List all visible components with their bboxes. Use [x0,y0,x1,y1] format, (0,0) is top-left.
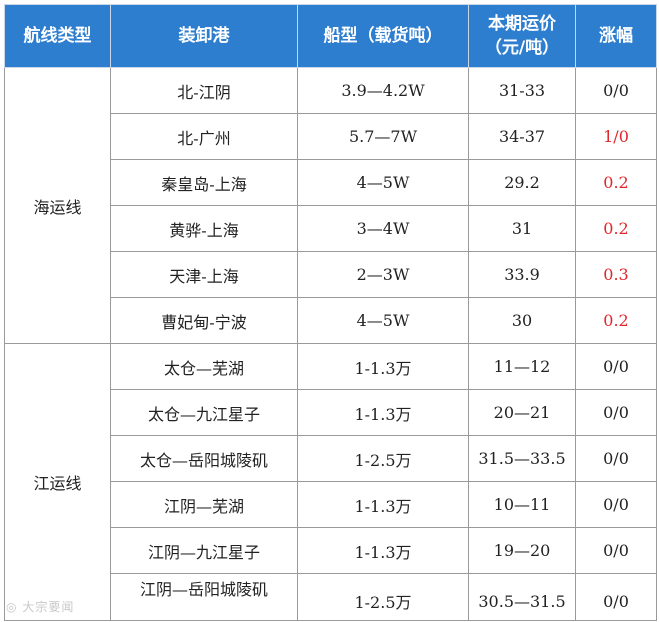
table-row: 太仓—九江星子 1-1.3万 20—21 0/0 [5,389,657,436]
ship-cell: 1-2.5万 [297,435,469,482]
price-cell: 29.2 [468,159,576,206]
table-row: 江阴—岳阳城陵矶 1-2.5万 30.5—31.5 0/0 [5,573,657,621]
table-row: 黄骅-上海 3—4W 31 0.2 [5,205,657,252]
ship-cell: 1-1.3万 [297,389,469,436]
price-cell: 20—21 [468,389,576,436]
route-cell: 江阴—九江星子 [110,527,298,574]
header-route-type: 航线类型 [4,4,111,68]
route-cell: 黄骅-上海 [110,205,298,252]
route-cell: 曹妃甸-宁波 [110,297,298,344]
header-change: 涨幅 [575,4,657,68]
change-cell: 1/0 [575,113,657,160]
change-cell: 0/0 [575,435,657,482]
table-row: 天津-上海 2—3W 33.9 0.3 [5,251,657,298]
header-row: 航线类型 装卸港 船型（载货吨） 本期运价 （元/吨） 涨幅 [4,4,657,68]
group-river-route: 江运线 [4,343,111,621]
ship-cell: 2—3W [297,251,469,298]
change-cell: 0.2 [575,159,657,206]
route-cell: 江阴—芜湖 [110,481,298,528]
route-cell: 太仓—岳阳城陵矶 [110,435,298,482]
watermark: ◎ 大宗要闻 [6,598,74,615]
ship-cell: 3.9—4.2W [297,67,469,114]
change-text: 0/0 [603,591,629,611]
table-row: 江阴—芜湖 1-1.3万 10—11 0/0 [5,481,657,528]
ship-cell: 1-1.3万 [297,343,469,390]
route-cell: 太仓—九江星子 [110,389,298,436]
ship-cell: 1-2.5万 [297,573,469,621]
price-cell: 19—20 [468,527,576,574]
route-cell: 秦皇岛-上海 [110,159,298,206]
route-cell: 北-江阴 [110,67,298,114]
price-cell: 10—11 [468,481,576,528]
group-sea-route: 海运线 [4,67,111,344]
route-cell: 太仓—芜湖 [110,343,298,390]
ship-cell: 5.7—7W [297,113,469,160]
table-row: 曹妃甸-宁波 4—5W 30 0.2 [5,297,657,344]
price-cell: 30.5—31.5 [468,573,576,621]
table-row: 太仓—岳阳城陵矶 1-2.5万 31.5—33.5 0/0 [5,435,657,482]
price-cell: 31-33 [468,67,576,114]
freight-rate-table: 航线类型 装卸港 船型（载货吨） 本期运价 （元/吨） 涨幅 海运线 北-江阴 3… [4,4,657,621]
change-cell: 0.3 [575,251,657,298]
table-row: 江运线 太仓—芜湖 1-1.3万 11—12 0/0 [4,343,657,621]
route-cell: 江阴—岳阳城陵矶 [110,573,298,621]
ship-cell: 4—5W [297,159,469,206]
watermark-text: 大宗要闻 [22,600,75,614]
price-cell: 34-37 [468,113,576,160]
price-cell: 11—12 [468,343,576,390]
table-row: 秦皇岛-上海 4—5W 29.2 0.2 [5,159,657,206]
change-cell: 0/0 [575,389,657,436]
change-cell: 0/0 [575,573,657,621]
header-current-price-line2: （元/吨） [484,38,560,58]
change-cell: 0/0 [575,67,657,114]
table-row: 北-广州 5.7—7W 34-37 1/0 [5,113,657,160]
header-current-price: 本期运价 （元/吨） [468,4,576,68]
route-cell: 天津-上海 [110,251,298,298]
header-ports: 装卸港 [110,4,298,68]
route-cell: 北-广州 [110,113,298,160]
ship-cell: 1-1.3万 [297,527,469,574]
ship-cell: 1-1.3万 [297,481,469,528]
change-cell: 0.2 [575,205,657,252]
change-cell: 0.2 [575,297,657,344]
price-cell: 30 [468,297,576,344]
price-cell: 33.9 [468,251,576,298]
watermark-logo-icon: ◎ [6,600,18,614]
table-row: 海运线 北-江阴 3.9—4.2W 31-33 0/0 [4,67,657,344]
price-text: 30.5—31.5 [478,591,566,611]
header-current-price-line1: 本期运价 [488,14,556,34]
route-text: 江阴—岳阳城陵矶 [139,580,268,599]
price-cell: 31.5—33.5 [468,435,576,482]
ship-cell: 4—5W [297,297,469,344]
change-cell: 0/0 [575,343,657,390]
header-ship-type: 船型（载货吨） [297,4,469,68]
ship-cell: 3—4W [297,205,469,252]
change-cell: 0/0 [575,527,657,574]
ship-text: 1-2.5万 [354,593,412,612]
price-cell: 31 [468,205,576,252]
change-cell: 0/0 [575,481,657,528]
